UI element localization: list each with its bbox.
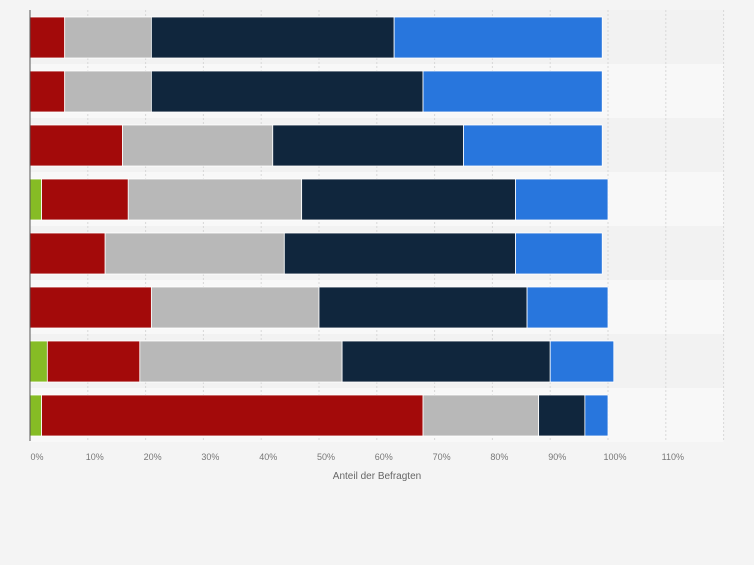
bar-segment-2-3[interactable]: [64, 70, 152, 113]
x-axis-label: Anteil der Befragten: [333, 471, 421, 482]
bar-segment-4-4[interactable]: [301, 178, 516, 221]
x-tick-label: 60%: [375, 452, 393, 462]
bar-segment-8-2[interactable]: [41, 394, 424, 437]
x-tick-label: 10%: [86, 452, 104, 462]
bar-segment-6-3[interactable]: [150, 286, 320, 329]
bar-segment-5-5[interactable]: [515, 232, 603, 275]
bar-segment-4-1[interactable]: [29, 178, 42, 221]
bar-segment-8-1[interactable]: [29, 394, 42, 437]
bar-segment-5-3[interactable]: [104, 232, 285, 275]
bar-segment-7-1[interactable]: [29, 340, 48, 383]
bar-segment-7-4[interactable]: [341, 340, 551, 383]
bar-segment-8-5[interactable]: [584, 394, 609, 437]
x-tick-label: 110%: [662, 452, 684, 462]
bar-segment-2-4[interactable]: [150, 70, 424, 113]
x-tick-label: 100%: [603, 452, 626, 462]
bar-segment-1-5[interactable]: [393, 16, 603, 59]
bar-segment-3-3[interactable]: [122, 124, 274, 167]
x-tick-label: 90%: [548, 452, 566, 462]
bar-segment-4-3[interactable]: [127, 178, 303, 221]
x-tick-label: 0%: [30, 452, 43, 462]
x-tick-label: 80%: [490, 452, 508, 462]
x-tick-label: 30%: [201, 452, 219, 462]
bar-segment-8-3[interactable]: [422, 394, 540, 437]
bar-segment-1-4[interactable]: [150, 16, 395, 59]
x-tick-label: 50%: [317, 452, 335, 462]
bar-segment-3-5[interactable]: [463, 124, 603, 167]
x-tick-label: 70%: [433, 452, 451, 462]
bar-segment-3-2[interactable]: [29, 124, 123, 167]
bar-segment-1-3[interactable]: [64, 16, 152, 59]
bar-segment-3-4[interactable]: [272, 124, 464, 167]
bar-segment-1-2[interactable]: [29, 16, 66, 59]
bar-segment-7-5[interactable]: [549, 340, 615, 383]
bar-segment-6-5[interactable]: [526, 286, 609, 329]
bar-segment-4-5[interactable]: [515, 178, 609, 221]
x-tick-label: 40%: [259, 452, 277, 462]
bar-segment-4-2[interactable]: [41, 178, 129, 221]
bar-segment-5-2[interactable]: [29, 232, 106, 275]
bar-segment-2-2[interactable]: [29, 70, 66, 113]
bar-segment-7-2[interactable]: [46, 340, 141, 383]
bar-segment-7-3[interactable]: [139, 340, 343, 383]
bar-segment-5-4[interactable]: [283, 232, 516, 275]
bar-segment-6-2[interactable]: [29, 286, 152, 329]
bar-segment-8-4[interactable]: [538, 394, 586, 437]
bar-segment-6-4[interactable]: [318, 286, 528, 329]
x-tick-label: 20%: [144, 452, 162, 462]
bar-segment-2-5[interactable]: [422, 70, 603, 113]
